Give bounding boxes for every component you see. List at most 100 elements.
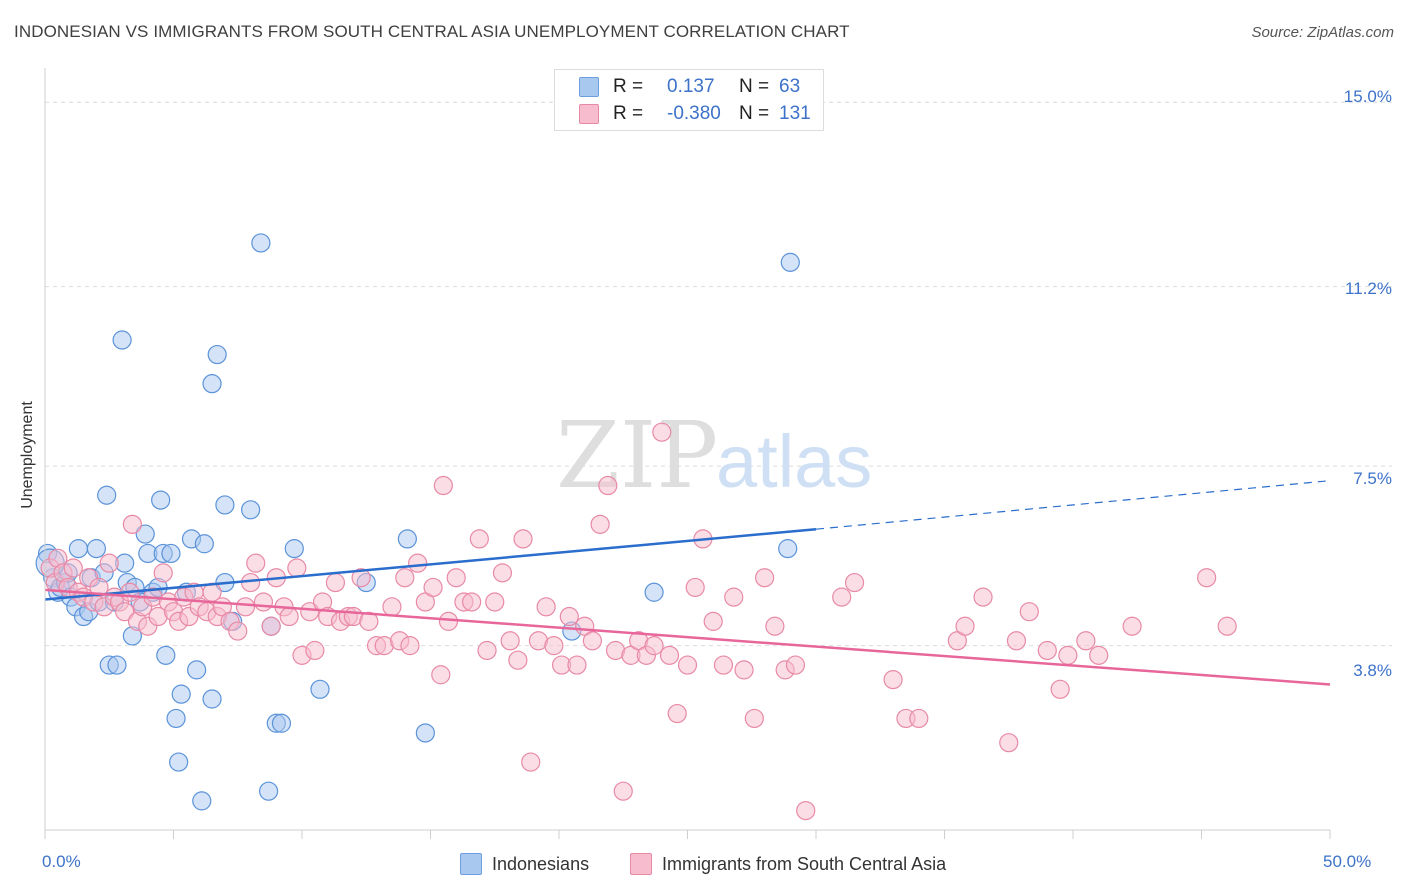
- point-indonesians: [112, 330, 132, 350]
- point-immigrants: [485, 592, 505, 612]
- point-immigrants: [325, 572, 346, 593]
- point-immigrants: [1076, 631, 1096, 651]
- point-indonesians: [187, 660, 207, 680]
- point-indonesians: [194, 534, 214, 554]
- point-immigrants: [1217, 616, 1237, 636]
- point-immigrants: [287, 558, 307, 578]
- point-immigrants: [433, 475, 453, 496]
- point-indonesians: [258, 781, 279, 801]
- point-indonesians: [271, 713, 292, 733]
- point-immigrants: [351, 568, 371, 588]
- point-immigrants: [305, 640, 325, 661]
- point-indonesians: [156, 645, 176, 665]
- point-immigrants: [469, 529, 489, 549]
- legend-item-immigrants[interactable]: Immigrants from South Central Asia: [630, 853, 946, 875]
- point-immigrants: [703, 611, 723, 631]
- point-immigrants: [1050, 679, 1070, 699]
- axes: [44, 68, 1331, 839]
- series-immigrants: [40, 422, 1237, 821]
- point-immigrants: [1089, 645, 1109, 665]
- watermark-atlas: atlas: [716, 420, 872, 503]
- source-label: Source: ZipAtlas.com: [1251, 24, 1394, 41]
- point-immigrants: [883, 669, 903, 690]
- trend-line-indonesians: [44, 527, 817, 601]
- point-immigrants: [644, 636, 664, 656]
- point-immigrants: [89, 577, 109, 598]
- point-immigrants: [500, 631, 520, 651]
- point-immigrants: [300, 602, 320, 622]
- legend-r-label: R =: [613, 76, 644, 97]
- point-indonesians: [284, 539, 304, 559]
- point-immigrants: [253, 592, 274, 612]
- chart-title: INDONESIAN VS IMMIGRANTS FROM SOUTH CENT…: [14, 22, 850, 41]
- legend-swatch-blue: [579, 77, 599, 97]
- legend-r-value: -0.380: [667, 103, 721, 124]
- point-immigrants: [1037, 640, 1057, 661]
- point-immigrants: [492, 563, 513, 583]
- watermark-zip: ZIP: [556, 402, 718, 509]
- y-tick-label: 7.5%: [1353, 469, 1392, 488]
- legend-n-value: 131: [779, 103, 811, 124]
- point-immigrants: [359, 611, 379, 631]
- point-immigrants: [685, 577, 705, 598]
- point-immigrants: [153, 563, 173, 583]
- point-immigrants: [521, 752, 541, 772]
- legend-r-value: 0.137: [667, 76, 715, 97]
- point-indonesians: [171, 684, 191, 704]
- point-indonesians: [107, 655, 127, 675]
- point-indonesians: [202, 689, 222, 709]
- point-immigrants: [235, 597, 256, 617]
- point-immigrants: [999, 733, 1019, 753]
- point-immigrants: [228, 621, 248, 641]
- point-immigrants: [613, 781, 633, 801]
- point-immigrants: [754, 568, 775, 588]
- point-indonesians: [310, 679, 330, 699]
- point-indonesians: [192, 791, 212, 811]
- trend-lines: [44, 480, 1331, 686]
- legend-row-indonesians: R = 0.137 N = 63: [579, 76, 800, 98]
- legend-label: Immigrants from South Central Asia: [662, 853, 947, 874]
- legend-item-indonesians[interactable]: Indonesians: [460, 853, 589, 875]
- point-immigrants: [765, 616, 785, 636]
- point-indonesians: [161, 543, 181, 564]
- trend-line-immigrants: [44, 588, 1331, 686]
- point-immigrants: [513, 529, 533, 549]
- point-indonesians: [251, 233, 271, 253]
- point-immigrants: [122, 514, 142, 534]
- point-immigrants: [423, 577, 443, 598]
- gridlines: [45, 101, 1392, 647]
- point-immigrants: [832, 587, 852, 607]
- point-immigrants: [667, 703, 687, 724]
- point-indonesians: [415, 723, 435, 743]
- point-immigrants: [508, 650, 528, 670]
- point-immigrants: [544, 636, 564, 656]
- point-immigrants: [598, 475, 618, 496]
- legend-label: Indonesians: [492, 853, 590, 874]
- point-immigrants: [431, 665, 451, 685]
- point-immigrants: [115, 602, 135, 622]
- point-immigrants: [246, 553, 266, 573]
- point-immigrants: [279, 606, 299, 627]
- point-immigrants: [677, 655, 698, 675]
- point-immigrants: [1122, 616, 1142, 636]
- point-immigrants: [652, 422, 672, 442]
- point-indonesians: [97, 485, 117, 505]
- legend-swatch-blue: [460, 853, 482, 875]
- point-indonesians: [397, 529, 417, 549]
- legend-r-label: R =: [613, 103, 644, 124]
- point-immigrants: [744, 708, 764, 729]
- point-immigrants: [1058, 645, 1078, 665]
- point-immigrants: [400, 636, 420, 656]
- point-indonesians: [207, 344, 227, 365]
- legend-swatch-pink: [630, 853, 652, 875]
- legend-row-immigrants: R = -0.380 N = 131: [579, 103, 811, 125]
- point-indonesians: [135, 524, 155, 544]
- point-immigrants: [536, 597, 556, 617]
- point-immigrants: [63, 558, 83, 578]
- watermark: ZIP atlas: [556, 402, 872, 509]
- point-immigrants: [438, 611, 459, 631]
- point-immigrants: [734, 660, 754, 680]
- point-immigrants: [1019, 602, 1039, 622]
- y-tick-label: 3.8%: [1353, 661, 1392, 680]
- point-immigrants: [559, 606, 579, 627]
